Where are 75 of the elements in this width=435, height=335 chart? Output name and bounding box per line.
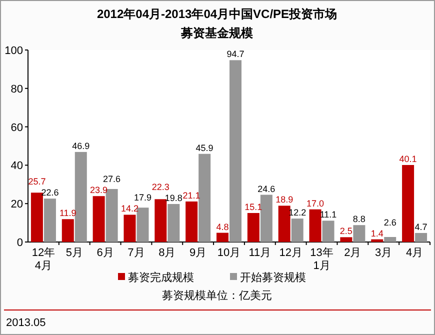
data-label: 24.6: [258, 184, 276, 194]
legend-label: 开始募资规模: [240, 271, 306, 284]
bar: [62, 219, 74, 242]
bar: [371, 239, 384, 242]
text: 2013.05: [6, 317, 46, 329]
x-tick-label: 2月: [344, 247, 362, 259]
data-label: 2.6: [384, 217, 396, 228]
data-label: 23.9: [90, 185, 108, 196]
data-label: 4.7: [414, 222, 428, 232]
x-tick-label: 9月: [190, 247, 207, 259]
data-label: 46.9: [72, 140, 90, 151]
bar: [340, 237, 352, 242]
x-tick-label: 4月: [406, 247, 424, 259]
bar: [384, 237, 396, 242]
data-label: 27.6: [103, 174, 121, 184]
bar: [92, 196, 105, 242]
data-label: 45.9: [196, 142, 214, 153]
bar: [74, 152, 87, 242]
bar: [353, 225, 366, 242]
x-tick-label: 10月: [217, 247, 241, 259]
data-label: 8.8: [352, 214, 366, 224]
bar: [291, 218, 304, 242]
bar: [186, 201, 198, 242]
bar: [230, 60, 242, 242]
data-label: 25.7: [28, 176, 46, 187]
bar: [278, 206, 290, 242]
data-label: 2.5: [340, 226, 352, 236]
data-label: 40.1: [399, 154, 417, 164]
y-tick-label: 60: [10, 122, 23, 134]
chart-subtitle: 募资基金规模: [180, 26, 253, 40]
data-label: 11.9: [59, 208, 76, 218]
x-tick-label: 8月: [158, 247, 176, 259]
x-tick-label: 6月: [96, 247, 114, 259]
x-tick-label: 5月: [66, 247, 83, 259]
bar: [415, 232, 428, 242]
data-label: 14.2: [120, 204, 138, 214]
y-tick-label: 40: [10, 160, 23, 172]
bar: [124, 214, 136, 242]
y-tick-label: 100: [4, 45, 23, 57]
x-tick-label: 12月: [279, 247, 302, 259]
chart-title: 2012年04月-2013年04月中国VC/PE投资市场: [96, 7, 338, 21]
bar: [402, 165, 414, 242]
bar: [154, 199, 167, 242]
bar: [136, 208, 149, 242]
data-label: 15.1: [244, 202, 262, 212]
text: 募资规模单位：亿美元: [162, 289, 272, 302]
x-tick-label: 13年 1月: [310, 247, 334, 272]
bar: [309, 209, 322, 242]
legend-label: 募资完成规模: [128, 271, 194, 284]
bar: [168, 204, 180, 242]
y-tick-label: 80: [10, 83, 23, 96]
bar: [260, 194, 272, 242]
bar: [44, 198, 56, 242]
data-label: 18.9: [276, 194, 294, 205]
x-tick-label: 12年 4月: [32, 247, 56, 272]
data-label: 1.4: [370, 228, 384, 238]
x-tick-label: 3月: [375, 247, 392, 259]
data-label: 22.6: [41, 188, 59, 198]
data-label: 21.1: [182, 190, 200, 200]
bar: [247, 213, 260, 242]
data-label: 17.9: [134, 192, 152, 203]
bar: [198, 154, 211, 242]
data-label: 94.7: [226, 49, 244, 60]
y-tick-label: 20: [10, 198, 23, 211]
bar: [216, 232, 228, 242]
bar: [322, 220, 334, 242]
x-tick-label: 7月: [128, 247, 145, 259]
data-label: 4.8: [216, 222, 229, 232]
bar: [30, 192, 43, 242]
y-tick-label: 0: [16, 237, 23, 249]
data-label: 19.8: [164, 192, 182, 203]
x-tick-label: 11月: [248, 247, 272, 259]
bar: [106, 189, 118, 242]
data-label: 22.3: [152, 182, 170, 192]
data-label: 17.0: [306, 198, 324, 208]
